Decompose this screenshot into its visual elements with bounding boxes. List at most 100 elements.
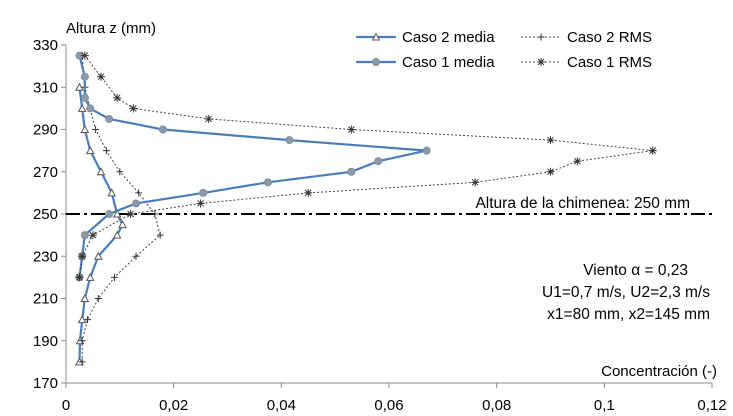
series-1 [75,82,127,366]
circle-marker [347,167,356,176]
annotation-block: Viento α = 0,23 U1=0,7 m/s, U2=2,3 m/s x… [542,262,710,323]
triangle-marker [112,209,122,218]
circle-marker [199,188,208,197]
legend: Caso 2 media Caso 2 RMS Caso 1 media Caso 1… [356,29,652,71]
star-marker [126,210,135,218]
circle-marker [80,72,89,81]
triangle-marker [80,124,90,133]
star-marker [129,104,138,113]
star-marker [196,199,205,208]
plus-marker [84,316,92,324]
chimney-height-label: Altura de la chimenea: 250 mm [475,195,690,212]
triangle-marker [93,251,103,260]
plus-marker [92,126,100,133]
plus-marker [116,168,124,176]
y-tick-label: 210 [33,291,58,308]
plus-marker [78,337,86,345]
plus-marker [102,147,110,155]
plus-marker [537,33,545,41]
x-tick-label: 0,12 [697,397,726,414]
legend-item: Caso 1 RMS [521,54,652,71]
circle-marker [105,209,114,218]
plus-marker [156,231,164,239]
circle-marker [80,93,89,102]
y-tick-label: 190 [33,333,58,350]
triangle-marker [118,220,127,229]
axes [65,45,712,384]
star-marker [573,157,582,166]
x-axis-label: Concentración (-) [601,363,717,380]
triangle-marker [85,272,95,281]
x-tick-label: 0,04 [267,397,296,414]
triangle-marker [96,167,106,176]
star-marker [96,72,105,81]
triangle-marker [371,32,381,41]
star-marker [88,231,97,240]
x-tick-label: 0 [62,397,70,414]
legend-label: Caso 2 RMS [567,29,652,46]
y-tick-label: 290 [33,122,58,139]
circle-marker [263,178,272,187]
plus-marker [78,358,86,366]
circle-marker [374,157,383,166]
annotation-line-2: U1=0,7 m/s, U2=2,3 m/s [542,284,710,301]
legend-label: Caso 1 RMS [567,54,652,71]
annotation-line-3: x1=80 mm, x2=145 mm [547,306,710,323]
legend-item: Caso 1 media [356,54,495,71]
series-line [78,55,427,278]
reference-line: Altura de la chimenea: 250 mm [66,195,712,215]
y-tick-label: 250 [33,206,58,223]
triangle-marker [85,146,95,155]
legend-label: Caso 1 media [402,54,495,71]
circle-marker [422,146,431,155]
star-marker [537,58,545,66]
y-axis-label: Altura z (mm) [66,20,156,37]
series-4 [75,51,657,282]
triangle-marker [75,82,84,91]
circle-marker [285,136,294,145]
series-3 [75,51,431,282]
annotation-line-1: Viento α = 0,23 [583,262,688,279]
triangle-marker [77,103,87,112]
legend-item: Caso 2 RMS [521,29,652,46]
x-tick-label: 0,08 [482,397,511,414]
x-tick-label: 0,02 [159,397,188,414]
y-tick-label: 310 [33,79,58,96]
plus-marker [110,273,118,281]
x-tick-label: 0,06 [374,397,403,414]
star-marker [113,93,122,102]
x-tick-label: 0,1 [594,397,615,414]
plus-marker [135,189,143,197]
star-marker [546,136,555,145]
plus-marker [94,295,102,302]
legend-label: Caso 2 media [402,29,495,46]
triangle-marker [112,230,122,239]
triangle-marker [107,188,117,197]
y-tick-label: 170 [33,375,58,392]
star-marker [304,188,313,197]
circle-marker [105,114,114,123]
y-tick-label: 230 [33,248,58,265]
star-marker [648,146,657,155]
circle-marker [371,58,380,67]
circle-marker [158,125,167,134]
series-line [79,55,653,278]
star-marker [471,178,480,187]
circle-marker [131,199,140,208]
triangle-marker [77,315,87,324]
triangle-marker [80,293,90,302]
tick-labels: 170 190 210 230 250 270 290 310 330 0 0,02 0,04 0,06… [33,37,727,414]
y-tick-label: 330 [33,37,58,54]
star-marker [78,252,87,261]
plus-marker [132,252,140,260]
star-marker [80,51,89,60]
series-group [75,51,657,366]
star-marker [204,114,213,123]
y-tick-label: 270 [33,164,58,181]
star-marker [546,167,555,176]
star-marker [75,273,84,282]
circle-marker [86,104,95,113]
circle-marker [80,231,89,240]
star-marker [347,125,356,134]
